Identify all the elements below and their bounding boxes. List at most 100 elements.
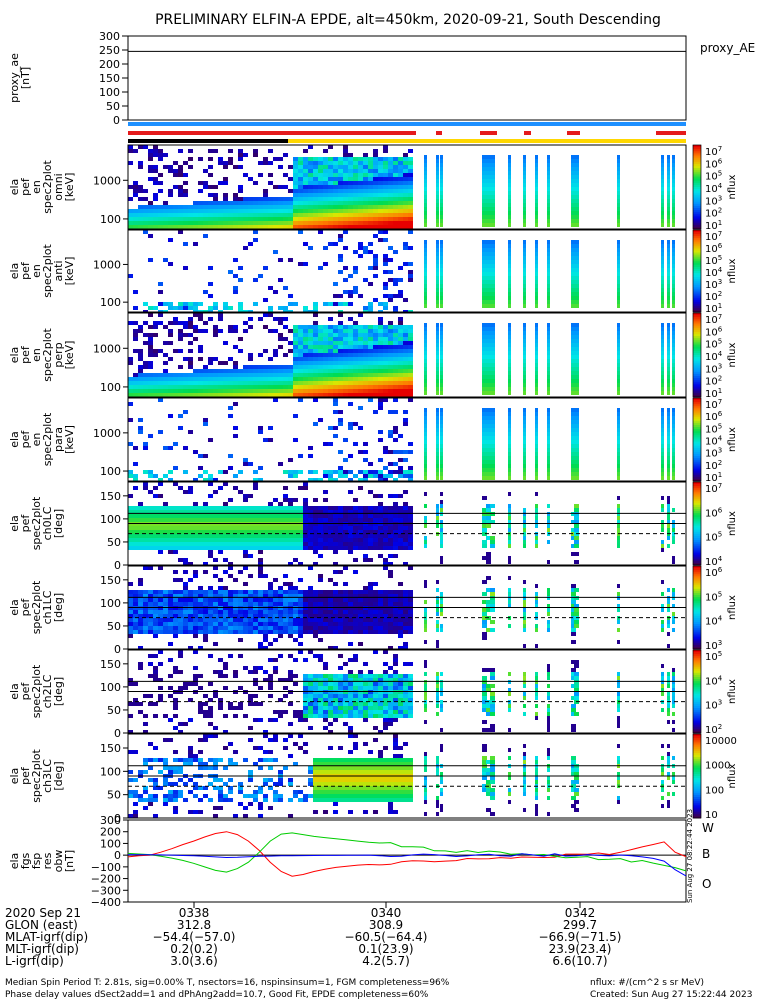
spec-omni-cell <box>343 177 348 181</box>
spec-ch0LC-cell <box>253 546 258 550</box>
spec-ch0LC-cell <box>178 546 183 550</box>
spec-para-spike-cell <box>508 428 511 432</box>
spec-omni-cell <box>188 213 193 217</box>
spec-omni-cell <box>223 205 228 209</box>
spec-perp-cell <box>218 329 223 333</box>
proxy-ae-tick-label: 100 <box>99 86 120 99</box>
spec-ch0LC-spike-cell <box>617 520 620 524</box>
spec-omni-cell <box>243 153 248 157</box>
spec-perp-colorbar-cell <box>693 331 701 335</box>
spec-para-spike-cell <box>486 428 491 432</box>
spec-perp-spike-cell <box>535 343 538 347</box>
spec-perp-cell <box>398 357 403 361</box>
spec-omni-cell <box>403 161 408 165</box>
spec-perp-cell <box>308 369 313 373</box>
spec-ch0LC-cell <box>333 514 338 518</box>
spec-para-cell <box>378 406 383 410</box>
spec-omni-cell <box>408 201 413 205</box>
spec-para-spike-cell <box>523 412 526 416</box>
spec-perp-cell <box>333 393 338 397</box>
spec-ch0LC-cell <box>198 506 203 510</box>
spec-perp-cell <box>303 385 308 389</box>
spec-ch0LC-cell <box>248 546 253 550</box>
spec-perp-cell <box>403 385 408 389</box>
spec-perp-spike-cell <box>508 375 511 379</box>
spec-omni-spike-cell <box>661 155 664 159</box>
spec-perp-spike-cell <box>486 327 491 331</box>
spec-omni-cell <box>373 225 378 229</box>
spec-ch0LC-cell <box>303 486 308 490</box>
spec-anti-spike-cell <box>571 264 576 268</box>
spec-perp-cell <box>298 381 303 385</box>
spec-ch1LC-cell <box>318 590 323 594</box>
spec-ch1LC-cell <box>133 590 138 594</box>
spec-anti-spike-cell <box>490 256 495 260</box>
spec-ch1LC-cell <box>148 614 153 618</box>
spec-perp-colorbar-cell <box>693 378 701 381</box>
spec-ch1LC-cell <box>173 578 178 582</box>
spec-anti-cell <box>283 310 288 312</box>
spec-ch0LC-cell <box>308 534 313 538</box>
spec-anti-cell <box>313 302 318 306</box>
spec-perp-cell <box>283 317 288 321</box>
spec-omni-cell <box>328 173 333 177</box>
spec-perp-cell <box>173 349 178 353</box>
spec-ch0LC-cell <box>313 542 318 546</box>
spec-para-cell <box>298 398 303 402</box>
spec-perp-cell <box>348 365 353 369</box>
spec-ch1LC-cell <box>138 622 143 626</box>
spec-ch0LC-cell <box>293 530 298 534</box>
spec-perp-cell <box>348 349 353 353</box>
spec-omni-cell <box>308 161 313 165</box>
spec-omni-cell <box>138 205 143 209</box>
spec-ch0LC-cell <box>313 498 318 502</box>
spec-ch0LC-cell <box>303 546 308 550</box>
spec-omni-cell <box>203 181 208 185</box>
spec-perp-spike-cell <box>436 351 439 355</box>
spec-ch0LC-spike-cell <box>436 512 439 516</box>
spec-omni-cell <box>128 225 133 229</box>
spec-ch1LC-cell <box>228 614 233 618</box>
spec-perp-cell <box>143 393 148 397</box>
spec-perp-cell <box>178 349 183 353</box>
spec-anti-cell <box>383 294 388 298</box>
spec-anti-ylabel-line: ela <box>8 263 21 280</box>
spec-ch0LC-cell <box>158 542 163 546</box>
spec-para-ylabel-line: pef <box>19 430 32 449</box>
spec-perp-spike-cell <box>440 351 443 355</box>
spec-omni-spike-cell <box>535 155 538 159</box>
spec-ch0LC-cell <box>343 534 348 538</box>
spec-anti-cell <box>183 266 188 270</box>
spec-ch1LC-cell <box>313 590 318 594</box>
spec-omni-cell <box>298 205 303 209</box>
spec-omni-spike-cell <box>574 203 579 207</box>
spec-ch1LC-cell <box>143 602 148 606</box>
spec-ch0LC-cell <box>258 558 263 562</box>
spec-perp-spike-cell <box>661 371 664 375</box>
spec-ch0LC-cell <box>273 526 278 530</box>
spec-perp-spike-cell <box>436 371 439 375</box>
region-bar-red <box>567 131 580 135</box>
spec-ch0LC-cell <box>323 534 328 538</box>
spec-omni-cell <box>323 201 328 205</box>
spec-perp-cell <box>338 365 343 369</box>
spec-omni-spike-cell <box>440 187 443 191</box>
spec-perp-colorbar-cell <box>693 369 701 373</box>
spec-perp-cell <box>378 361 383 365</box>
spec-anti-spike-cell <box>436 244 439 248</box>
spec-perp-cell <box>208 381 213 385</box>
spec-perp-spike-cell <box>523 327 526 331</box>
spec-anti-spike-cell <box>574 296 579 300</box>
spec-perp-cell <box>338 377 343 381</box>
spec-ch0LC-cell <box>313 510 318 514</box>
spec-omni-cell <box>318 213 323 217</box>
spec-para-spike-cell <box>436 456 439 460</box>
spec-para-spike-cell <box>574 460 579 464</box>
spec-omni-spike-cell <box>574 195 579 199</box>
spec-omni-spike-cell <box>508 179 511 183</box>
spec-ch0LC-cell <box>198 530 203 534</box>
spec-ch1LC-cell <box>228 574 233 578</box>
spec-perp-cell <box>293 361 298 365</box>
spec-omni-cell <box>208 185 213 189</box>
spec-perp-spike-cell <box>482 339 487 343</box>
